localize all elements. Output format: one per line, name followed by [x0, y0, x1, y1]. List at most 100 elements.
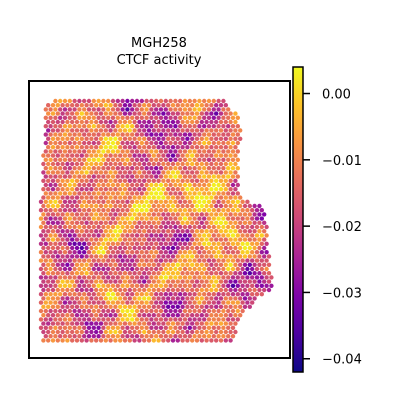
- spot: [204, 271, 209, 276]
- spot: [238, 304, 243, 309]
- spot: [108, 254, 113, 259]
- spot: [127, 329, 132, 335]
- spot: [41, 254, 46, 259]
- spot: [218, 262, 224, 267]
- spot: [101, 124, 106, 129]
- spot: [149, 275, 154, 280]
- spot: [101, 191, 106, 196]
- spot: [130, 140, 135, 146]
- spot: [192, 292, 197, 297]
- spot: [48, 174, 53, 179]
- spot: [173, 250, 178, 255]
- spot: [125, 124, 130, 129]
- spot: [101, 107, 106, 112]
- spot: [108, 229, 113, 234]
- spot: [190, 254, 195, 259]
- spot: [72, 208, 77, 213]
- spot: [113, 279, 118, 284]
- spot: [223, 229, 228, 234]
- spot: [247, 245, 252, 251]
- spot: [110, 124, 116, 129]
- spot: [185, 203, 190, 209]
- spot: [53, 292, 58, 297]
- spot: [84, 279, 89, 284]
- spot: [211, 132, 216, 137]
- spot: [242, 254, 248, 259]
- spot: [216, 241, 221, 246]
- spot: [84, 338, 89, 343]
- spot: [149, 216, 154, 221]
- spot: [242, 279, 248, 284]
- spot: [214, 187, 219, 192]
- spot: [139, 98, 144, 104]
- spot: [226, 124, 231, 129]
- spot: [115, 166, 121, 171]
- spot: [82, 292, 87, 297]
- spot: [48, 241, 53, 246]
- spot: [178, 107, 183, 112]
- spot: [173, 140, 178, 146]
- spot: [180, 195, 185, 200]
- spot: [60, 136, 65, 141]
- spot: [118, 119, 123, 125]
- spot: [58, 266, 63, 272]
- spot: [103, 170, 109, 175]
- spot: [43, 174, 48, 179]
- spot: [202, 132, 207, 137]
- spot: [46, 338, 51, 343]
- spot: [134, 107, 140, 112]
- spot: [67, 224, 73, 230]
- spot: [65, 187, 70, 192]
- spot: [182, 233, 188, 238]
- spot: [41, 153, 46, 158]
- spot: [154, 283, 159, 288]
- spot: [211, 292, 216, 297]
- spot: [216, 216, 221, 221]
- spot: [62, 266, 68, 272]
- spot: [209, 220, 214, 225]
- spot: [103, 237, 109, 242]
- spot: [134, 325, 140, 330]
- spot: [96, 182, 101, 188]
- spot: [230, 292, 236, 297]
- spot: [206, 166, 212, 171]
- spot: [168, 334, 173, 339]
- spot: [127, 254, 132, 259]
- spot: [199, 187, 204, 192]
- spot: [139, 157, 144, 162]
- spot: [113, 229, 118, 234]
- spot: [77, 166, 82, 171]
- spot: [72, 241, 77, 246]
- spot: [113, 296, 118, 301]
- spot: [60, 203, 65, 209]
- spot: [72, 182, 77, 188]
- spot: [163, 115, 168, 121]
- spot: [122, 313, 128, 318]
- spot: [146, 161, 152, 167]
- spot: [106, 300, 111, 305]
- spot: [262, 245, 267, 251]
- spot: [144, 115, 149, 121]
- spot: [82, 140, 87, 146]
- spot: [211, 241, 216, 246]
- spot: [158, 258, 164, 263]
- spot: [204, 161, 209, 167]
- spot: [154, 224, 159, 230]
- spot: [173, 334, 178, 339]
- spot: [101, 115, 106, 121]
- spot: [122, 195, 128, 200]
- spot: [209, 321, 214, 326]
- spot: [115, 317, 121, 322]
- spot: [127, 103, 132, 108]
- spot: [252, 203, 257, 209]
- spot: [158, 157, 164, 162]
- spot: [82, 216, 87, 221]
- spot: [228, 254, 233, 259]
- spot: [67, 216, 73, 221]
- spot: [235, 224, 240, 230]
- spot: [182, 149, 188, 154]
- spot: [221, 199, 226, 204]
- spot: [132, 245, 137, 251]
- spot: [115, 132, 121, 137]
- spot: [230, 124, 236, 129]
